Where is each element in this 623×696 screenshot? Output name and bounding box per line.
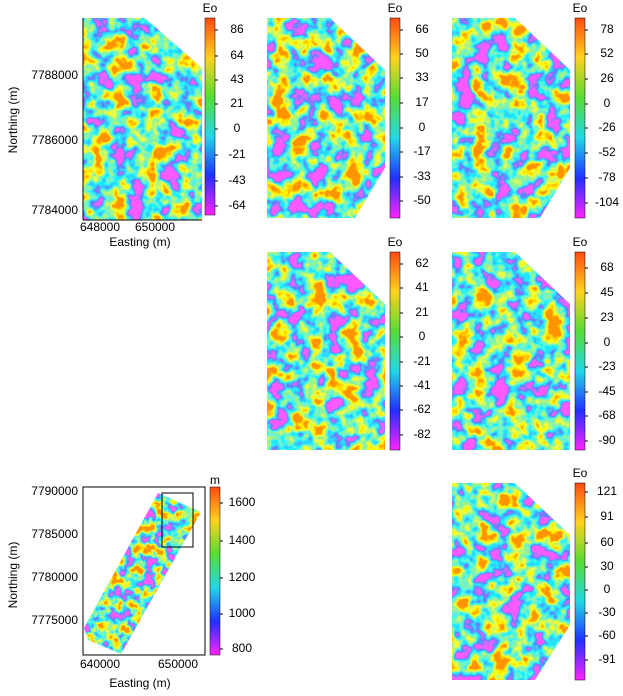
colorbar-tick-label: 33 (415, 70, 429, 84)
colorbar-tick-label: 26 (600, 71, 614, 85)
colorbar-tick-label: 60 (600, 535, 614, 549)
y-tick-label: 7780000 (31, 570, 78, 584)
colorbar-tick-label: 30 (600, 559, 614, 573)
colorbar-tick-label: -82 (413, 427, 431, 441)
map-texture (83, 18, 202, 220)
colorbar-tick-label: 64 (230, 48, 244, 62)
colorbar (204, 17, 216, 216)
map-image (83, 18, 202, 220)
colorbar-tick-label: -52 (598, 145, 616, 159)
colorbar-tick-label: 45 (600, 285, 614, 299)
colorbar-title: Eo (388, 1, 403, 15)
colorbar-tick-label: -17 (413, 144, 431, 158)
colorbar-tick-label: 62 (415, 256, 429, 270)
colorbar-tick-label: 91 (600, 509, 614, 523)
colorbar-title: Eo (573, 1, 588, 15)
colorbar-tick-label: 0 (419, 329, 426, 343)
colorbar (574, 17, 586, 219)
colorbar-tick-label: 1400 (229, 533, 256, 547)
map-texture (267, 252, 385, 450)
colorbar-tick-label: 17 (415, 95, 429, 109)
colorbar-tick-label: -62 (413, 402, 431, 416)
colorbar-tick-label: -64 (228, 198, 246, 212)
colorbar-tick-label: -90 (598, 433, 616, 447)
colorbar-tick-label: 0 (604, 582, 611, 596)
colorbar-tick-label: 68 (600, 260, 614, 274)
colorbar-title: Eo (573, 235, 588, 249)
y-tick-label: 7790000 (31, 484, 78, 498)
colorbar-tick-label: 78 (600, 22, 614, 36)
map-image (452, 252, 570, 450)
map-image (267, 252, 385, 450)
x-tick-label: 640000 (80, 657, 120, 671)
y-axis-label: Northing (m) (6, 542, 20, 609)
map-image (452, 483, 570, 680)
x-axis-label: Easting (m) (109, 676, 170, 690)
colorbar-tick-label: -43 (228, 173, 246, 187)
colorbar (389, 251, 401, 451)
x-axis-label: Easting (m) (109, 235, 170, 249)
colorbar-tick-label: 1200 (229, 570, 256, 584)
colorbar-tick-label: 0 (604, 96, 611, 110)
colorbar-tick-label: -60 (598, 628, 616, 642)
colorbar-tick-label: 86 (230, 22, 244, 36)
map-texture (452, 18, 570, 218)
colorbar-tick-label: -41 (413, 378, 431, 392)
y-tick-label: 7786000 (31, 133, 78, 147)
colorbar (574, 251, 586, 451)
map-texture (452, 483, 570, 680)
colorbar (389, 17, 401, 219)
colorbar-tick-label: 1600 (229, 495, 256, 509)
colorbar-tick-label: 66 (415, 22, 429, 36)
x-tick-label: 650000 (158, 657, 198, 671)
colorbar (574, 482, 586, 681)
colorbar-title: Eo (573, 466, 588, 480)
colorbar-tick-label: -68 (598, 408, 616, 422)
colorbar-tick-label: 21 (230, 96, 244, 110)
colorbar-tick-label: -21 (413, 354, 431, 368)
colorbar-tick-label: -50 (413, 193, 431, 207)
colorbar-tick-label: 1000 (229, 606, 256, 620)
map-image (452, 18, 570, 218)
colorbar-tick-label: -104 (595, 195, 619, 209)
colorbar-title: Eo (388, 235, 403, 249)
y-tick-label: 7785000 (31, 527, 78, 541)
colorbar-tick-label: -23 (598, 359, 616, 373)
y-tick-label: 7784000 (31, 203, 78, 217)
x-tick-label: 648000 (80, 220, 120, 234)
colorbar-tick-label: -91 (598, 652, 616, 666)
colorbar-tick-label: -78 (598, 170, 616, 184)
colorbar-tick-label: 43 (230, 72, 244, 86)
colorbar-tick-label: -45 (598, 384, 616, 398)
colorbar-tick-label: -30 (598, 605, 616, 619)
map-texture (267, 18, 385, 218)
colorbar-tick-label: 50 (415, 46, 429, 60)
colorbar-tick-label: 121 (597, 484, 617, 498)
colorbar (209, 486, 221, 656)
inset-box (161, 492, 194, 548)
colorbar-tick-label: 0 (234, 121, 241, 135)
y-axis-label: Northing (m) (6, 87, 20, 154)
colorbar-tick-label: 41 (415, 280, 429, 294)
colorbar-tick-label: -33 (413, 169, 431, 183)
colorbar-tick-label: -21 (228, 147, 246, 161)
colorbar-tick-label: 52 (600, 46, 614, 60)
colorbar-tick-label: 0 (419, 120, 426, 134)
map-image (267, 18, 385, 218)
y-tick-label: 7775000 (31, 613, 78, 627)
map-texture (452, 252, 570, 450)
y-tick-label: 7788000 (31, 68, 78, 82)
colorbar-title: m (210, 473, 220, 487)
colorbar-tick-label: -26 (598, 120, 616, 134)
colorbar-tick-label: 21 (415, 305, 429, 319)
colorbar-tick-label: 800 (232, 641, 252, 655)
colorbar-tick-label: 23 (600, 310, 614, 324)
colorbar-title: Eo (203, 1, 218, 15)
x-tick-label: 650000 (135, 220, 175, 234)
colorbar-tick-label: 0 (604, 335, 611, 349)
